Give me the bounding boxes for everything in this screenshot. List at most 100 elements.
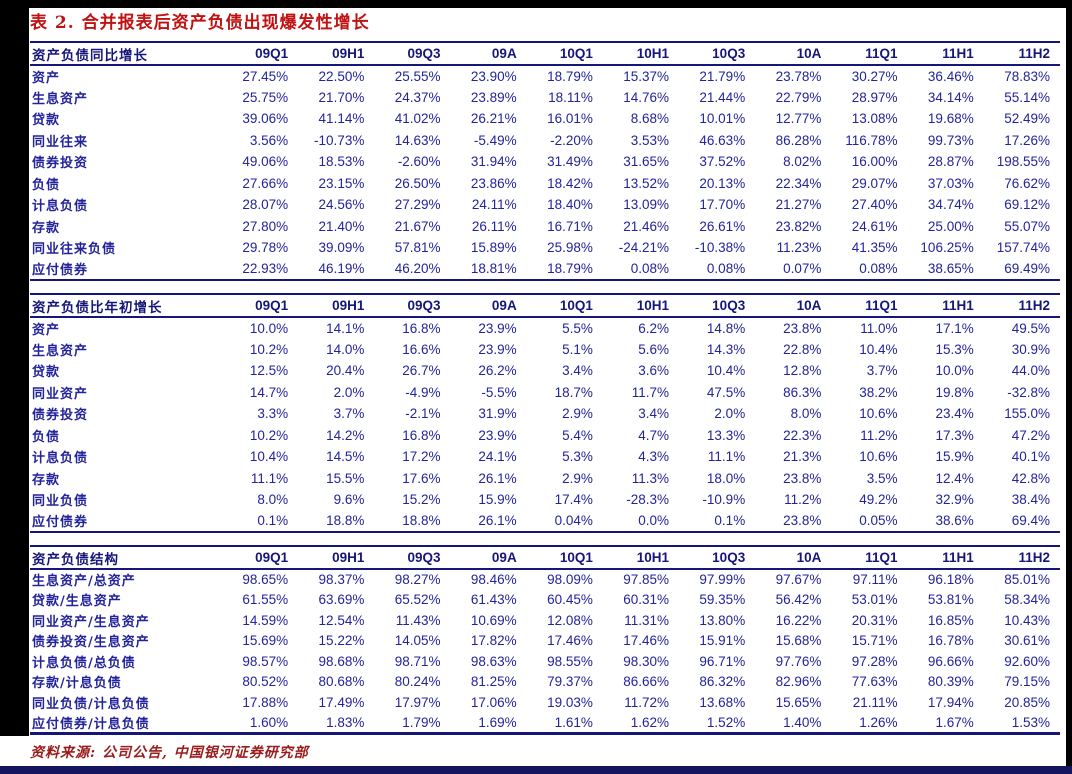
value-cell: 18.7% <box>554 384 593 400</box>
column-header: 09Q1 <box>222 42 299 66</box>
value-cell: 17.46% <box>547 633 593 649</box>
value-cell: 18.11% <box>548 89 593 105</box>
value-cell: 15.89% <box>470 240 517 256</box>
value-cell: -24.21% <box>618 240 670 256</box>
value-cell: 1.52% <box>706 714 746 730</box>
value-cell: 0.1% <box>714 513 746 529</box>
value-cell: 39.06% <box>242 111 289 127</box>
column-header: 10Q1 <box>526 42 603 66</box>
value-cell: 79.37% <box>547 674 593 690</box>
value-cell: 97.76% <box>775 653 822 669</box>
column-header: 09Q1 <box>222 546 299 570</box>
value-cell: 77.63% <box>851 674 898 690</box>
value-cell: 97.11% <box>852 572 898 588</box>
value-cell: 49.06% <box>242 154 289 170</box>
value-cell: 10.6% <box>859 406 898 422</box>
column-header: 10Q1 <box>526 546 603 570</box>
value-cell: 13.08% <box>851 111 898 127</box>
value-cell: 17.3% <box>935 427 974 443</box>
row-label: 资产 <box>32 322 61 338</box>
value-cell: 24.11% <box>471 197 517 213</box>
value-cell: 13.80% <box>699 612 746 628</box>
value-cell: 46.63% <box>699 132 746 148</box>
row-label: 应付债券/计息负债 <box>32 716 150 732</box>
column-header: 11H2 <box>983 42 1060 66</box>
value-cell: 28.97% <box>851 89 898 105</box>
value-cell: 18.79% <box>547 68 593 84</box>
row-label: 同业资产/生息资产 <box>32 614 150 630</box>
table-header-title: 资产负债同比增长 <box>30 42 222 66</box>
value-cell: 1.62% <box>630 714 670 730</box>
row-label: 同业往来 <box>32 134 89 150</box>
table-caption: 表 2. 合并报表后资产负债出现爆发性增长 <box>30 13 370 33</box>
value-cell: 25.55% <box>394 68 441 84</box>
value-cell: 18.42% <box>547 175 593 191</box>
value-cell: 76.62% <box>1004 175 1050 191</box>
value-cell: 21.79% <box>699 68 746 84</box>
value-cell: 97.85% <box>623 572 670 588</box>
table-row: 存款 27.80% 21.40% 21.67% 26.11% 16.71% 21.46% 26… <box>30 216 1060 238</box>
value-cell: 12.77% <box>775 111 822 127</box>
column-header: 10A <box>755 42 832 66</box>
row-label: 存款/计息负债 <box>32 676 122 692</box>
value-cell: 25.98% <box>547 240 593 256</box>
value-cell: 15.2% <box>402 492 441 508</box>
row-label: 同业负债 <box>32 494 89 510</box>
value-cell: 47.2% <box>1011 427 1050 443</box>
value-cell: 31.94% <box>470 154 517 170</box>
table-row: 计息负债/总负债 98.57% 98.68% 98.71% 98.63% 98.55% 98… <box>30 651 1060 672</box>
row-label: 同业往来负债 <box>32 242 117 258</box>
value-cell: 10.2% <box>249 427 289 443</box>
value-cell: 92.60% <box>1004 653 1050 669</box>
column-header: 09Q3 <box>374 42 451 66</box>
column-header: 09A <box>450 294 527 318</box>
value-cell: 26.50% <box>394 175 441 191</box>
value-cell: 3.7% <box>866 363 898 379</box>
value-cell: 27.40% <box>851 197 898 213</box>
row-label: 债券投资 <box>32 156 89 172</box>
value-cell: 14.3% <box>706 341 746 357</box>
value-cell: 34.14% <box>927 89 974 105</box>
value-cell: 17.49% <box>318 694 365 710</box>
value-cell: 23.8% <box>783 470 822 486</box>
column-header: 10A <box>755 294 832 318</box>
value-cell: 11.3% <box>631 470 670 486</box>
value-cell: 21.3% <box>783 449 822 465</box>
value-cell: 0.07% <box>783 261 822 277</box>
table-row: 生息资产 25.75% 21.70% 24.37% 23.89% 18.11% 14.76%… <box>30 87 1060 109</box>
value-cell: 21.67% <box>394 218 441 234</box>
value-cell: 3.53% <box>630 132 670 148</box>
value-cell: 10.0% <box>935 363 974 379</box>
value-cell: 98.27% <box>394 572 441 588</box>
value-cell: 17.2% <box>402 449 441 465</box>
value-cell: 38.4% <box>1011 492 1050 508</box>
value-cell: 22.93% <box>242 261 289 277</box>
column-header: 09Q1 <box>222 294 299 318</box>
value-cell: 26.2% <box>478 363 517 379</box>
value-cell: 41.14% <box>318 111 365 127</box>
table-row: 资产 27.45% 22.50% 25.55% 23.90% 18.79% 15.37% 21… <box>30 65 1060 87</box>
value-cell: 69.12% <box>1004 197 1050 213</box>
value-cell: 27.29% <box>394 197 441 213</box>
table-yoy-growth: 资产负债同比增长 09Q1 09H1 09Q3 09A 10Q1 10H1 10Q3 10A 11… <box>30 41 1060 281</box>
value-cell: 0.04% <box>554 513 593 529</box>
value-cell: 1.79% <box>402 714 441 730</box>
value-cell: 22.79% <box>775 89 822 105</box>
value-cell: 47.5% <box>706 384 746 400</box>
value-cell: 17.06% <box>470 694 517 710</box>
row-label: 生息资产 <box>32 91 89 107</box>
row-label: 生息资产/总资产 <box>32 574 136 590</box>
value-cell: 3.6% <box>638 363 670 379</box>
value-cell: 1.69% <box>478 714 517 730</box>
value-cell: 27.66% <box>242 175 289 191</box>
value-cell: 29.07% <box>851 175 898 191</box>
value-cell: 5.6% <box>638 341 670 357</box>
value-cell: 11.7% <box>631 384 670 400</box>
value-cell: 14.2% <box>326 427 365 443</box>
value-cell: 15.69% <box>242 633 289 649</box>
value-cell: 26.1% <box>478 470 517 486</box>
row-label: 存款 <box>32 472 61 488</box>
value-cell: 8.68% <box>630 111 670 127</box>
row-label: 应付债券 <box>32 515 89 531</box>
value-cell: -32.8% <box>1007 384 1050 400</box>
